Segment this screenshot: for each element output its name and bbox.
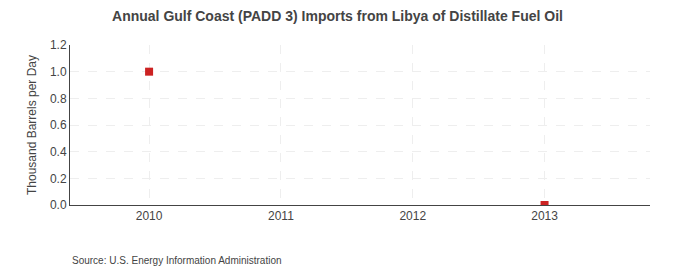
svg-text:0.8: 0.8 — [50, 92, 67, 106]
svg-text:Thousand Barrels per Day: Thousand Barrels per Day — [25, 55, 39, 195]
svg-text:2010: 2010 — [136, 209, 163, 223]
svg-text:0.4: 0.4 — [50, 145, 67, 159]
svg-text:2012: 2012 — [399, 209, 426, 223]
svg-text:1.2: 1.2 — [50, 38, 67, 52]
svg-text:1.0: 1.0 — [50, 65, 67, 79]
svg-text:0.2: 0.2 — [50, 172, 67, 186]
svg-text:Source: U.S. Energy Informatio: Source: U.S. Energy Information Administ… — [72, 255, 282, 266]
svg-text:2013: 2013 — [531, 209, 558, 223]
svg-text:Annual Gulf Coast (PADD 3) Imp: Annual Gulf Coast (PADD 3) Imports from … — [112, 8, 563, 24]
svg-text:0.0: 0.0 — [50, 198, 67, 212]
svg-text:0.6: 0.6 — [50, 118, 67, 132]
svg-text:2011: 2011 — [268, 209, 294, 223]
